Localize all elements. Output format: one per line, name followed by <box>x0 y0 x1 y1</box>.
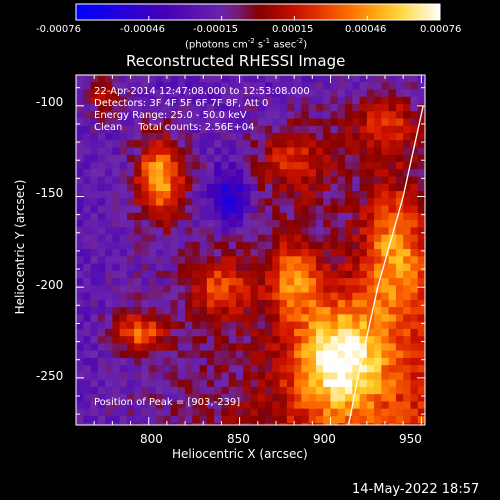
y-tick-label: -250 <box>36 369 64 383</box>
colorbar-tick-label: 0.00015 <box>272 24 314 35</box>
annotation-detectors: Detectors: 3F 4F 5F 6F 7F 8F, Att 0 <box>94 98 269 109</box>
colorbar <box>75 3 441 21</box>
colorbar-tick-label: -0.00015 <box>193 24 238 35</box>
colorbar-unit-part: asec <box>270 39 297 51</box>
y-tick-label: -150 <box>36 186 64 200</box>
colorbar-unit-part: s <box>254 39 264 51</box>
x-tick-label: 900 <box>313 432 336 446</box>
colorbar-unit-part: ) <box>303 39 308 51</box>
x-tick-label: 950 <box>399 432 422 446</box>
y-tick-label: -200 <box>36 278 64 292</box>
colorbar-tick-label: -0.00046 <box>120 24 165 35</box>
plot-frame <box>75 74 426 426</box>
annotation-time: 22-Apr-2014 12:47:08.000 to 12:53:08.000 <box>94 86 310 97</box>
x-tick-label: 850 <box>227 432 250 446</box>
y-tick-label: -100 <box>36 95 64 109</box>
x-axis-label: Heliocentric X (arcsec) <box>172 447 308 461</box>
colorbar-tick-label: 0.00076 <box>420 24 462 35</box>
annotation-energy: Energy Range: 25.0 - 50.0 keV <box>94 110 247 121</box>
colorbar-unit-sup: -2 <box>296 37 304 45</box>
peak-label: Position of Peak = [903,-239] <box>94 397 241 408</box>
y-axis-label: Heliocentric Y (arcsec) <box>13 179 27 315</box>
solar-limb-line <box>348 105 424 425</box>
colorbar-tick-label: 0.00046 <box>345 24 387 35</box>
chart-title: Reconstructed RHESSI Image <box>126 52 346 70</box>
colorbar-unit-sup: -2 <box>247 37 255 45</box>
annotation-counts: Clean Total counts: 2.56E+04 <box>94 122 255 133</box>
colorbar-unit-part: (photons cm <box>185 39 248 51</box>
colorbar-unit-label: (photons cm-2 s-1 asec-2) <box>185 37 307 50</box>
footer-timestamp: 14-May-2022 18:57 <box>352 482 480 497</box>
colorbar-tick-label: -0.00076 <box>36 24 81 35</box>
colorbar-unit-sup: -1 <box>263 37 271 45</box>
image-pixels <box>76 75 425 425</box>
x-tick-label: 800 <box>140 432 163 446</box>
